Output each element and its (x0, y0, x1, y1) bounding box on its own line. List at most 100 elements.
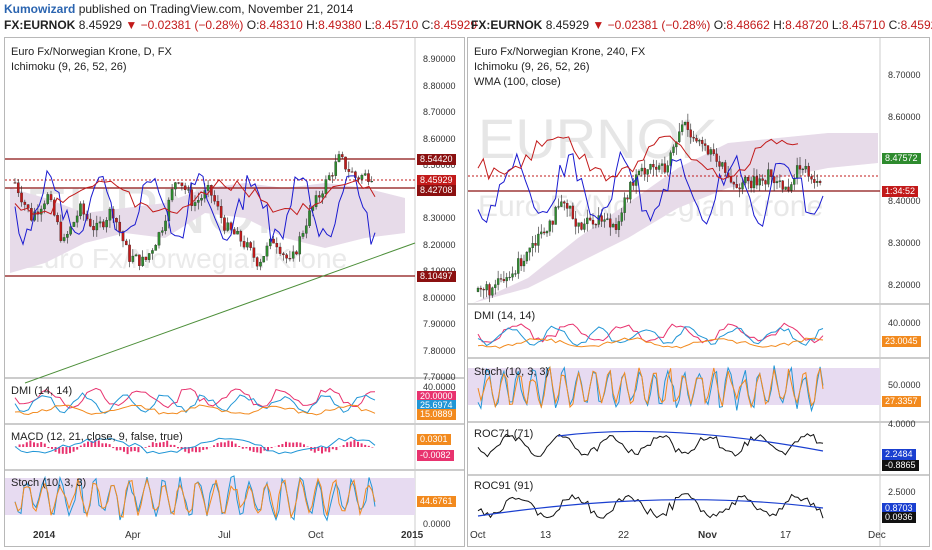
left-level-tag-4: 8.10497 (417, 271, 456, 282)
candle-body (617, 221, 621, 230)
candle-body (738, 187, 741, 190)
candle-body (72, 222, 76, 227)
right-stoch-label: Stoch (10, 3, 3) (474, 366, 550, 378)
left-macd-bar (331, 447, 334, 450)
left-macd-bar (371, 447, 374, 448)
price-tick: 8.30000 (888, 238, 921, 248)
left-macd-bar (133, 447, 136, 452)
left-chart-svg[interactable]: EURNOK Euro Fx/Norwegian Krone (5, 38, 464, 546)
left-macd-bar (36, 443, 39, 447)
candle-body (259, 261, 262, 267)
left-close-label: C: (421, 18, 434, 32)
right-close-label: C: (888, 18, 901, 32)
candle-body (718, 161, 721, 167)
left-high-label: H: (306, 18, 319, 32)
right-stoch-d (477, 365, 824, 409)
candle-body (770, 169, 773, 177)
candle-body (629, 181, 632, 200)
left-macd-tag-2: -0.0082 (417, 450, 454, 461)
left-macd-bar (169, 444, 172, 447)
candle-body (537, 233, 540, 246)
left-macd-bar (353, 439, 356, 447)
candle-body (59, 221, 63, 241)
candle-body (761, 178, 764, 181)
price-tick: 8.30000 (423, 213, 456, 223)
left-chart[interactable]: EURNOK Euro Fx/Norwegian Krone Euro Fx/N… (4, 37, 465, 547)
left-macd-bar (195, 447, 197, 453)
author-name[interactable]: Kumowizard (4, 2, 76, 16)
candle-body (39, 208, 43, 215)
left-macd-bar (245, 447, 248, 449)
right-xaxis-5: Dec (868, 530, 886, 541)
left-xaxis-3: Oct (308, 530, 324, 541)
candle-body (141, 256, 144, 266)
candle-body (505, 277, 508, 282)
left-macd-bar (123, 447, 125, 452)
candle-body (232, 229, 236, 235)
candle-body (798, 165, 802, 170)
right-roc91-line (477, 493, 824, 519)
right-close: 8.45929 (900, 18, 932, 32)
candle-body (229, 222, 233, 230)
left-macd-bar (357, 441, 359, 447)
right-xaxis-2: 22 (618, 530, 630, 541)
candle-body (614, 224, 618, 230)
left-macd-bar (177, 447, 179, 449)
price-tick: 8.20000 (423, 239, 456, 250)
candle-body (715, 153, 718, 162)
right-dmi-label: DMI (14, 14) (474, 310, 536, 322)
candle-body (672, 146, 675, 153)
left-macd-bar (198, 447, 201, 453)
left-macd-bar (130, 447, 133, 452)
left-macd-bar (105, 443, 107, 447)
right-roc91-label: ROC91 (91) (474, 480, 534, 492)
right-xaxis-1: 13 (540, 530, 552, 541)
right-chart[interactable]: EURNOK Euro Fx/Norwegian Krone Euro Fx/N… (467, 37, 930, 547)
candle-body (249, 242, 252, 248)
candle-body (637, 170, 641, 175)
right-xaxis-3: Nov (698, 530, 717, 541)
candle-body (732, 182, 736, 185)
candle-body (272, 238, 275, 244)
candle-body (43, 203, 46, 210)
candle-body (304, 225, 308, 234)
candle-body (620, 212, 623, 222)
candle-body (606, 218, 609, 220)
right-chart-svg[interactable]: EURNOK Euro Fx/Norwegian Krone (468, 38, 929, 546)
left-macd-bar (342, 445, 345, 447)
candle-body (810, 176, 813, 180)
right-wma-label: WMA (100, close) (474, 76, 561, 88)
left-macd-bar (328, 447, 331, 453)
candle-body (643, 167, 646, 175)
candle-body (485, 284, 488, 291)
candle-body (350, 171, 354, 173)
candle-body (340, 154, 344, 158)
right-stoch-k (477, 365, 824, 413)
page-header: Kumowizard published on TradingView.com,… (4, 2, 353, 16)
candle-body (291, 251, 295, 259)
candle-body (649, 164, 652, 170)
candle-body (758, 178, 761, 186)
left-dmi-plus (14, 387, 376, 409)
left-macd-bar (33, 442, 35, 447)
left-macd-bar (220, 442, 223, 447)
candle-body (519, 258, 523, 267)
right-roc71-ma (557, 430, 824, 452)
price-tick: 8.70000 (888, 70, 921, 80)
left-macd-bar (47, 447, 50, 449)
candle-body (626, 197, 629, 200)
right-title: Euro Fx/Norwegian Krone, 240, FX (474, 46, 646, 58)
candle-body (482, 289, 485, 291)
candle-body (784, 186, 787, 190)
price-tick: 7.90000 (423, 319, 456, 329)
left-trendline (24, 242, 416, 384)
candle-body (213, 195, 216, 202)
left-macd-bar (137, 447, 140, 453)
left-macd-bar (151, 442, 154, 447)
candle-body (698, 140, 701, 142)
candle-body (741, 182, 744, 190)
candle-body (318, 195, 321, 198)
left-level-tag-3: 8.42708 (417, 185, 456, 196)
left-close: 8.45929 (433, 18, 478, 32)
right-roc71-tag-2: -0.8865 (882, 460, 919, 471)
